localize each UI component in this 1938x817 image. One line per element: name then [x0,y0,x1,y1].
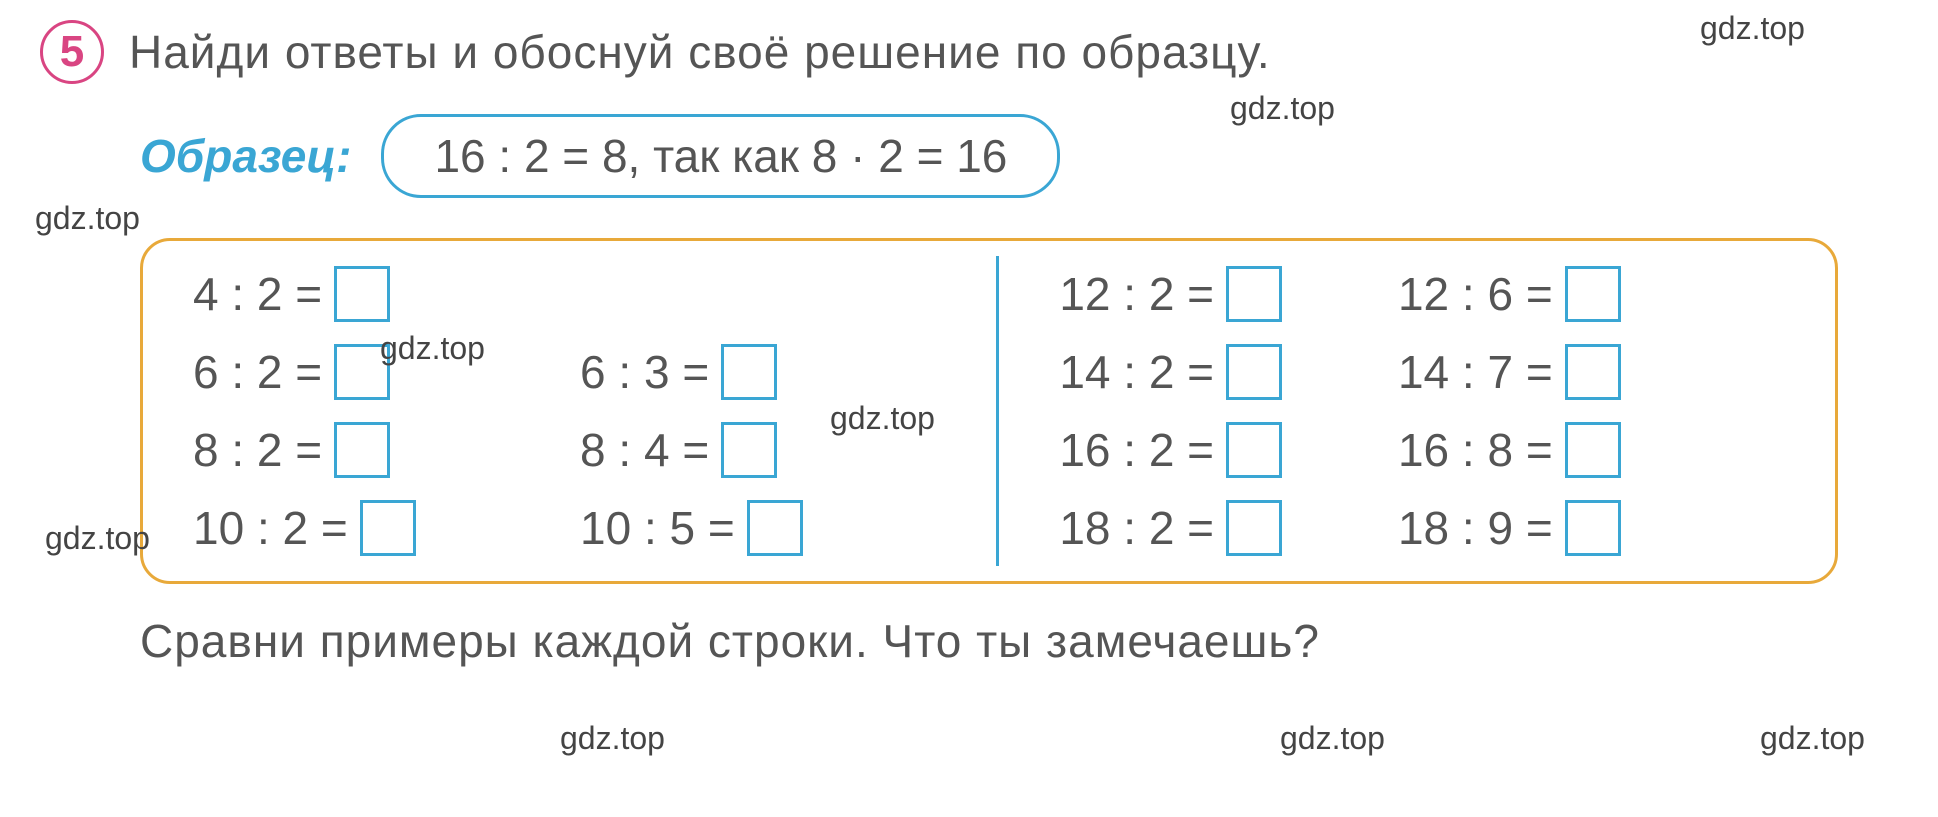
answer-box[interactable] [1565,500,1621,556]
answer-box[interactable] [334,266,390,322]
answer-box[interactable] [1565,266,1621,322]
watermark: gdz.top [35,200,140,237]
problem-text: 16 : 8 = [1398,423,1553,477]
sample-box: 16 : 2 = 8, так как 8 · 2 = 16 [381,114,1060,198]
watermark: gdz.top [830,400,935,437]
problem-text: 16 : 2 = [1059,423,1214,477]
problem: 12 : 2 = [1059,266,1398,322]
watermark: gdz.top [1280,720,1385,757]
answer-box[interactable] [1226,344,1282,400]
watermark: gdz.top [1700,10,1805,47]
problem-text: 18 : 2 = [1059,501,1214,555]
sample-label: Образец: [140,129,351,183]
problem: 14 : 7 = [1398,344,1785,400]
exercise-number: 5 [60,27,84,77]
problem: 12 : 6 = [1398,266,1785,322]
answer-box[interactable] [360,500,416,556]
problem-text: 12 : 2 = [1059,267,1214,321]
answer-box[interactable] [1226,266,1282,322]
problem-text: 4 : 2 = [193,267,322,321]
problem-text: 10 : 5 = [580,501,735,555]
problem-text: 6 : 3 = [580,345,709,399]
problem-text: 8 : 4 = [580,423,709,477]
footer-text: Сравни примеры каждой строки. Что ты зам… [140,614,1898,668]
header-row: 5 Найди ответы и обоснуй своё решение по… [40,20,1898,84]
vertical-divider [996,256,999,566]
problem: 16 : 8 = [1398,422,1785,478]
answer-box[interactable] [334,422,390,478]
column-1: 4 : 2 = 6 : 2 = 8 : 2 = 10 : 2 = [193,266,580,556]
problem: 16 : 2 = [1059,422,1398,478]
sample-text: 16 : 2 = 8, так как 8 · 2 = 16 [434,130,1007,182]
column-4: 12 : 6 = 14 : 7 = 16 : 8 = 18 : 9 = [1398,266,1785,556]
watermark: gdz.top [560,720,665,757]
problem-text: 14 : 7 = [1398,345,1553,399]
problem: 10 : 2 = [193,500,580,556]
answer-box[interactable] [721,422,777,478]
problem-text: 8 : 2 = [193,423,322,477]
watermark: gdz.top [380,330,485,367]
problem: 14 : 2 = [1059,344,1398,400]
answer-box[interactable] [1565,344,1621,400]
watermark: gdz.top [1230,90,1335,127]
answer-box[interactable] [721,344,777,400]
watermark: gdz.top [1760,720,1865,757]
answer-box[interactable] [1226,422,1282,478]
answer-box[interactable] [747,500,803,556]
problem-text: 10 : 2 = [193,501,348,555]
watermark: gdz.top [45,520,150,557]
sample-row: Образец: 16 : 2 = 8, так как 8 · 2 = 16 [140,114,1898,198]
problems-box: 4 : 2 = 6 : 2 = 8 : 2 = 10 : 2 = 6 : 3 =… [140,238,1838,584]
column-3: 12 : 2 = 14 : 2 = 16 : 2 = 18 : 2 = [1009,266,1398,556]
instruction-text: Найди ответы и обоснуй своё решение по о… [129,25,1271,79]
problem: 10 : 5 = [580,500,986,556]
problem: 18 : 2 = [1059,500,1398,556]
problem-text: 6 : 2 = [193,345,322,399]
problem-text: 18 : 9 = [1398,501,1553,555]
problem: 8 : 2 = [193,422,580,478]
empty-slot [580,266,986,322]
problem: 6 : 3 = [580,344,986,400]
answer-box[interactable] [1565,422,1621,478]
exercise-number-circle: 5 [40,20,104,84]
problem: 18 : 9 = [1398,500,1785,556]
problem-text: 14 : 2 = [1059,345,1214,399]
problem-text: 12 : 6 = [1398,267,1553,321]
problem: 4 : 2 = [193,266,580,322]
answer-box[interactable] [1226,500,1282,556]
